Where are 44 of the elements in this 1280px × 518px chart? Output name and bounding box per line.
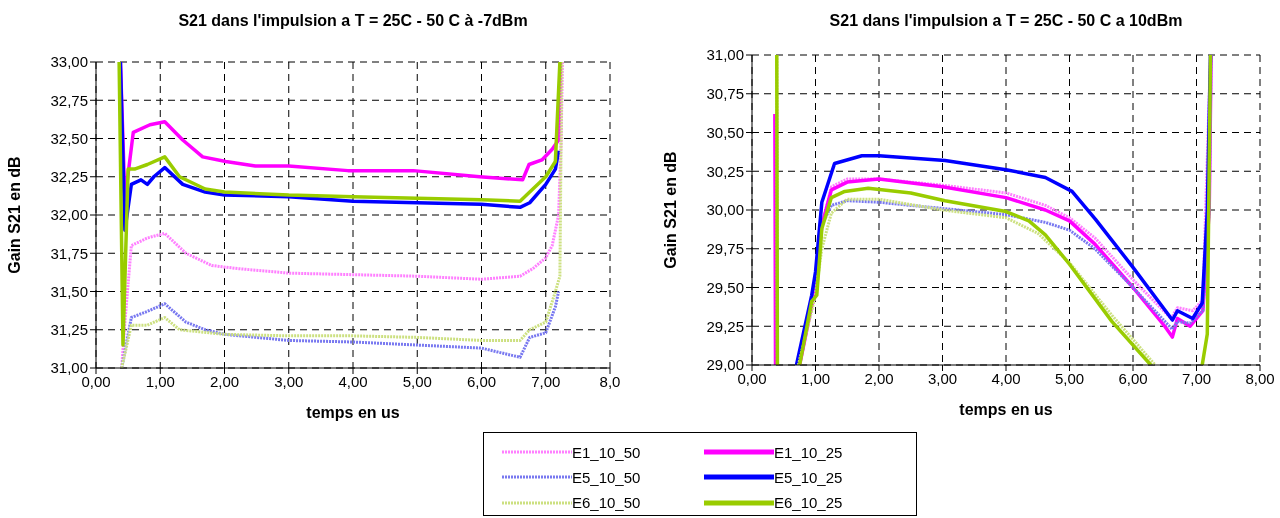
y-tick-label: 29,50 — [706, 278, 744, 296]
x-tick-label: 2,00 — [209, 372, 240, 390]
x-tick-label: 4,00 — [991, 369, 1021, 387]
x-tick-label: 6,00 — [466, 372, 497, 390]
y-tick-label: 32,25 — [50, 168, 88, 186]
y-tick-label: 31,25 — [50, 321, 88, 339]
legend-label: E1_10_50 — [572, 443, 641, 461]
x-axis-title: temps en us — [959, 401, 1053, 418]
chart-title: S21 dans l'impulsion a T = 25C - 50 C a 10dBm — [828, 12, 1184, 30]
y-tick-label: 32,75 — [50, 91, 88, 109]
x-tick-label: 3,00 — [274, 372, 304, 390]
x-tick-label: 4,00 — [338, 372, 368, 390]
y-tick-label: 31,75 — [50, 244, 88, 262]
y-tick-label: 31,50 — [50, 282, 88, 300]
y-tick-label: 32,00 — [50, 206, 88, 224]
legend-label: E5_10_50 — [572, 468, 641, 486]
legend-label: E6_10_50 — [572, 494, 641, 512]
legend-label: E6_10_25 — [774, 494, 843, 512]
y-tick-label: 30,75 — [706, 85, 744, 103]
y-axis-title: Gain S21 en dB — [661, 151, 679, 269]
y-tick-label: 29,75 — [706, 240, 744, 258]
x-tick-label: 1,00 — [800, 369, 831, 387]
y-axis-title: Gain S21 en dB — [5, 156, 23, 274]
y-tick-label: 30,25 — [706, 162, 744, 180]
x-tick-label: 6,00 — [1118, 369, 1148, 387]
chart-title: S21 dans l'impulsion a T = 25C - 50 C à -7dBm — [177, 12, 529, 30]
y-tick-label: 32,50 — [50, 129, 88, 147]
x-tick-label: 8,00 — [1245, 369, 1275, 387]
x-tick-label: 2,00 — [864, 369, 894, 387]
x-tick-label: 5,00 — [402, 372, 432, 390]
y-tick-label: 31,00 — [706, 46, 744, 64]
x-tick-label: 3,00 — [927, 369, 958, 387]
x-tick-label: 7,00 — [1181, 369, 1212, 387]
x-axis-title: temps en us — [306, 404, 400, 421]
x-tick-label: 8,0 — [599, 372, 621, 390]
y-tick-label: 30,50 — [706, 123, 744, 141]
y-tick-label: 33,00 — [50, 53, 88, 71]
x-tick-label: 5,00 — [1054, 369, 1085, 387]
x-tick-label: 1,00 — [145, 372, 175, 390]
legend-label: E5_10_25 — [774, 468, 843, 486]
x-tick-label: 7,00 — [531, 372, 561, 390]
legend-label: E1_10_25 — [774, 443, 843, 461]
y-tick-label: 30,00 — [706, 201, 744, 219]
y-tick-label: 29,25 — [706, 317, 744, 335]
